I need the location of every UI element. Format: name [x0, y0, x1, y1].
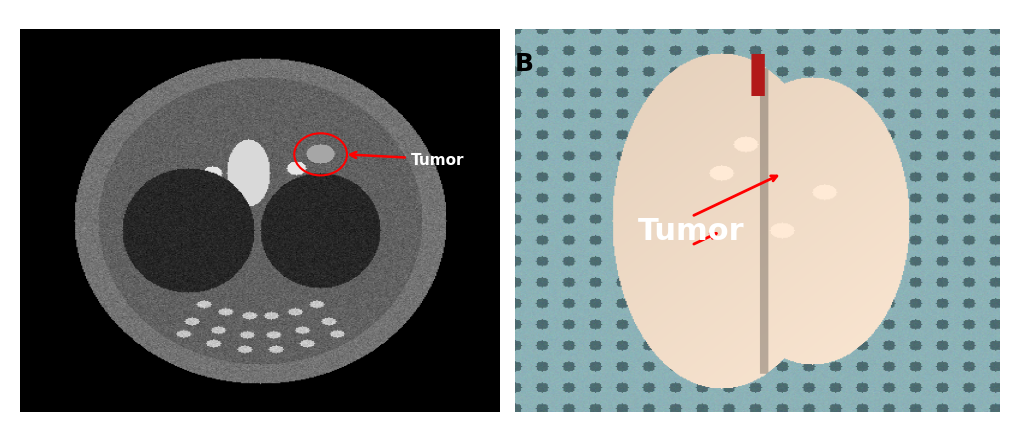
- Text: B: B: [515, 52, 534, 76]
- Text: Tumor: Tumor: [638, 217, 744, 246]
- Text: A: A: [20, 52, 40, 76]
- Text: Tumor: Tumor: [350, 152, 464, 167]
